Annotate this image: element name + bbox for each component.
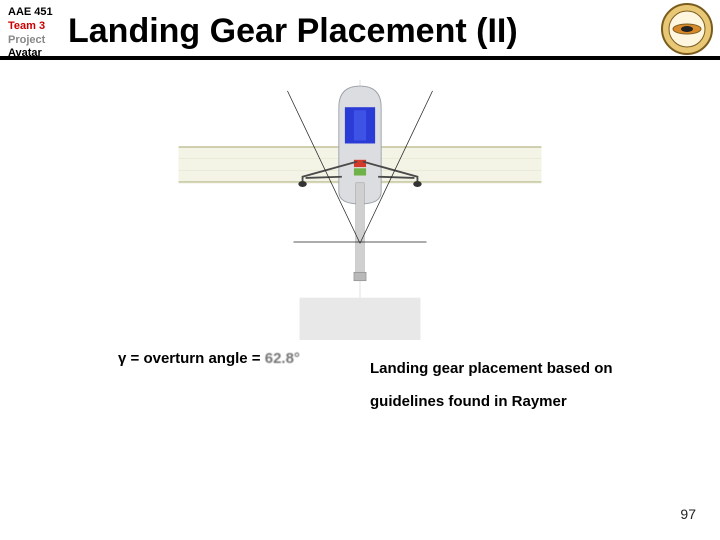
caption-line-1: Landing gear placement based on: [370, 352, 613, 385]
slide-title: Landing Gear Placement (II): [68, 12, 518, 51]
caption-line-2: guidelines found in Raymer: [370, 385, 613, 418]
overturn-angle-label: γ = overturn angle = 62.8°: [118, 350, 300, 367]
logo-line-3: Project: [8, 34, 53, 48]
caption-text: Landing gear placement based on guidelin…: [370, 352, 613, 418]
university-seal-icon: [660, 2, 714, 56]
overturn-text: = overturn angle =: [126, 350, 264, 367]
title-underline: [0, 56, 720, 60]
course-logo-text: AAE 451 Team 3 Project Avatar: [8, 6, 53, 61]
logo-line-2: Team 3: [8, 20, 53, 34]
landing-gear-diagram: [110, 80, 610, 340]
page-number: 97: [680, 506, 696, 522]
logo-line-1: AAE 451: [8, 6, 53, 20]
overturn-value: 62.8°: [265, 350, 300, 367]
